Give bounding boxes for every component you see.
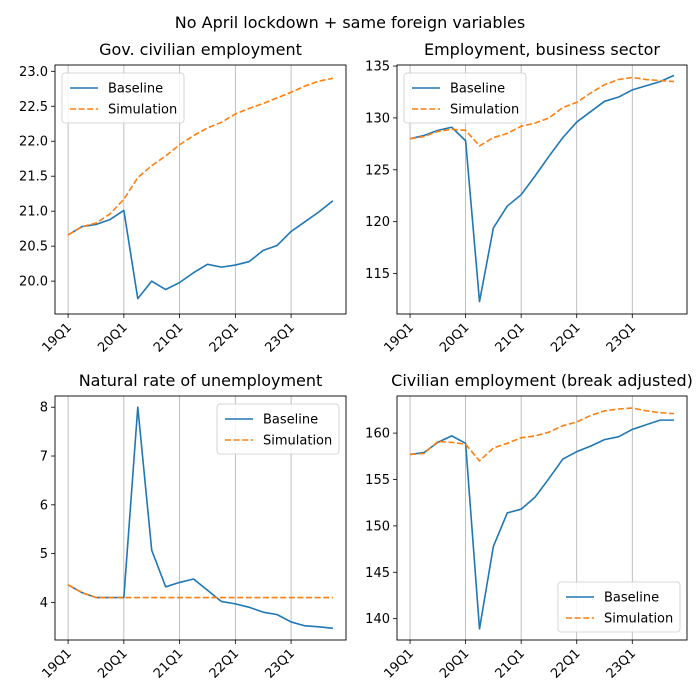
y-tick-label: 21.5 [19, 170, 48, 185]
x-tick-label: 22Q1 [548, 320, 583, 355]
legend-box [61, 72, 185, 124]
y-tick-label: 120 [365, 215, 390, 230]
chart-panel-1: Gov. civilian employment 20.0 20.5 21.0 21.5… [19, 40, 347, 356]
x-tick-label: 21Q1 [151, 646, 186, 681]
x-tick-label: 23Q1 [604, 320, 639, 355]
x-tick-label: 19Q1 [381, 646, 416, 681]
simulation-series-line [409, 76, 675, 147]
legend-label-simulation: Simulation [263, 434, 332, 449]
y-tick-label: 6 [40, 498, 48, 513]
baseline-series-line [67, 200, 334, 300]
legend-box [403, 72, 527, 124]
x-tick-label: 20Q1 [437, 320, 472, 355]
y-tick-label: 22.5 [19, 100, 48, 115]
y-tick-label: 150 [365, 519, 390, 534]
y-tick-label: 115 [365, 267, 390, 282]
x-tick-label: 19Q1 [40, 320, 75, 355]
legend-label-simulation: Simulation [604, 612, 673, 627]
chart-panel-3: Natural rate of unemployment 4 5 6 7 8 19Q1 20Q… [40, 371, 347, 682]
panel-title: Civilian employment (break adjusted) [391, 371, 693, 390]
y-tick-label: 130 [365, 111, 390, 126]
legend: Baseline Simulation [557, 581, 681, 633]
chart-panel-4: Civilian employment (break adjusted) 140 1… [365, 371, 693, 682]
simulation-series-line [67, 77, 334, 236]
legend-label-baseline: Baseline [450, 82, 505, 97]
y-tick-label: 20.5 [19, 240, 48, 255]
y-tick-label: 145 [365, 566, 390, 581]
legend: Baseline Simulation [216, 403, 340, 455]
axes-frame [396, 64, 688, 315]
legend-label-baseline: Baseline [604, 591, 659, 606]
y-tick-label: 155 [365, 473, 390, 488]
legend-box [216, 403, 340, 455]
y-tick-label: 160 [365, 427, 390, 442]
legend-label-simulation: Simulation [108, 103, 177, 118]
legend-label-baseline: Baseline [263, 413, 318, 428]
legend-box [557, 581, 681, 633]
legend: Baseline Simulation [61, 72, 185, 124]
y-tick-label: 23.0 [19, 65, 48, 80]
x-tick-label: 21Q1 [493, 320, 528, 355]
x-tick-label: 20Q1 [95, 320, 130, 355]
y-tick-label: 7 [40, 450, 48, 465]
y-tick-label: 140 [365, 612, 390, 627]
axes-frame [396, 395, 688, 641]
x-tick-label: 20Q1 [95, 646, 130, 681]
x-tick-label: 21Q1 [151, 320, 186, 355]
y-tick-label: 125 [365, 163, 390, 178]
y-tick-label: 21.0 [19, 205, 48, 220]
panel-title: Natural rate of unemployment [79, 371, 323, 390]
y-tick-label: 135 [365, 60, 390, 75]
x-tick-label: 23Q1 [604, 646, 639, 681]
panel-title: Employment, business sector [424, 40, 660, 59]
x-tick-label: 23Q1 [263, 320, 298, 355]
y-tick-label: 4 [40, 596, 48, 611]
x-tick-label: 22Q1 [207, 320, 242, 355]
y-tick-label: 5 [40, 547, 48, 562]
axes-frame [54, 64, 347, 315]
x-tick-label: 23Q1 [263, 646, 298, 681]
x-tick-label: 19Q1 [40, 646, 75, 681]
baseline-series-line [409, 419, 674, 630]
simulation-series-line [67, 584, 333, 599]
legend-label-simulation: Simulation [450, 103, 519, 118]
legend: Baseline Simulation [403, 72, 527, 124]
y-tick-label: 20.0 [19, 275, 48, 290]
y-tick-label: 22.0 [19, 135, 48, 150]
x-tick-label: 22Q1 [207, 646, 242, 681]
axes-frame [54, 395, 347, 641]
x-tick-label: 21Q1 [493, 646, 528, 681]
legend-label-baseline: Baseline [108, 82, 163, 97]
figure-title: No April lockdown + same foreign variabl… [175, 13, 525, 32]
panel-title: Gov. civilian employment [99, 40, 302, 59]
x-tick-label: 19Q1 [381, 320, 416, 355]
simulation-series-line [409, 407, 675, 462]
x-tick-label: 20Q1 [437, 646, 472, 681]
chart-panel-2: Employment, business sector 115 120 125 130 1… [365, 40, 688, 356]
x-tick-label: 22Q1 [548, 646, 583, 681]
y-tick-label: 8 [40, 401, 48, 416]
